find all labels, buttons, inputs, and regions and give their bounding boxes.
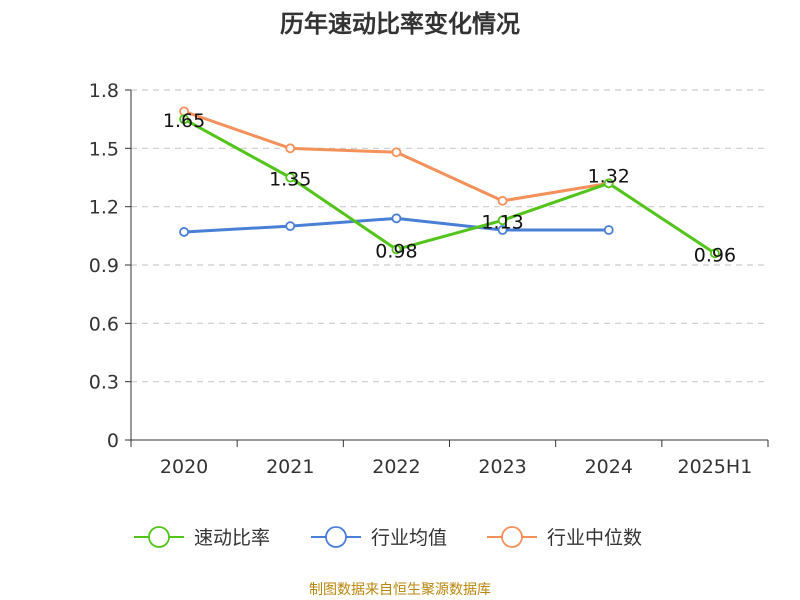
data-point xyxy=(497,195,508,206)
legend-label: 行业中位数 xyxy=(547,527,642,549)
legend-marker xyxy=(501,526,523,548)
y-tick-label: 0.3 xyxy=(89,372,119,394)
legend-label: 速动比率 xyxy=(194,527,270,549)
legend-marker xyxy=(325,526,347,548)
x-tick-label: 2020 xyxy=(160,456,208,478)
data-label: 0.96 xyxy=(694,244,736,266)
source-note: 制图数据来自恒生聚源数据库 xyxy=(309,582,491,598)
data-point xyxy=(391,244,402,255)
legend-item: 行业中位数 xyxy=(487,526,642,549)
data-point xyxy=(497,225,508,235)
y-tick-label: 1.5 xyxy=(89,138,119,160)
data-point xyxy=(497,215,508,226)
x-tick-label: 2022 xyxy=(372,456,420,478)
y-tick-label: 1.2 xyxy=(89,197,119,219)
y-tick-label: 0 xyxy=(107,430,119,452)
y-tick-label: 0.9 xyxy=(89,255,119,277)
data-point xyxy=(285,221,296,232)
x-tick-label: 2025H1 xyxy=(678,456,753,478)
series-line xyxy=(183,117,716,255)
data-point xyxy=(179,227,189,237)
data-label: 1.13 xyxy=(481,211,523,233)
y-tick-label: 1.8 xyxy=(89,80,119,102)
data-labels: 1.65 1.35 0.98 1.13 1.32 0.96 xyxy=(163,110,736,266)
data-point xyxy=(179,114,189,125)
data-point xyxy=(710,248,720,259)
series-2 xyxy=(179,106,614,206)
series-0 xyxy=(179,114,720,259)
data-label: 0.98 xyxy=(375,240,417,262)
legend-marker xyxy=(148,526,170,548)
chart-title: 历年速动比率变化情况 xyxy=(280,10,520,38)
data-point xyxy=(391,147,402,158)
series-layer xyxy=(179,106,720,259)
legend-label: 行业均值 xyxy=(371,527,447,549)
data-label: 1.35 xyxy=(269,169,311,191)
legend-item: 行业均值 xyxy=(311,526,447,549)
y-tick-label: 0.6 xyxy=(89,313,119,335)
x-tick-label: 2024 xyxy=(585,456,633,478)
axes: 0 0.3 0.6 0.9 1.2 1.5 1.8 2020 2021 2022 2023 2024 2… xyxy=(89,80,769,478)
data-label: 1.65 xyxy=(163,110,205,132)
legend-item: 速动比率 xyxy=(134,526,270,549)
data-point xyxy=(603,225,614,235)
gridlines xyxy=(131,89,768,383)
data-point xyxy=(391,213,402,224)
legend: 速动比率 行业均值 行业中位数 xyxy=(134,526,642,549)
data-point xyxy=(285,172,296,183)
data-label: 1.32 xyxy=(588,165,630,187)
x-tick-label: 2023 xyxy=(478,456,526,478)
data-point xyxy=(603,178,614,189)
series-1 xyxy=(179,213,614,237)
data-point xyxy=(285,143,296,154)
x-tick-label: 2021 xyxy=(266,456,314,478)
